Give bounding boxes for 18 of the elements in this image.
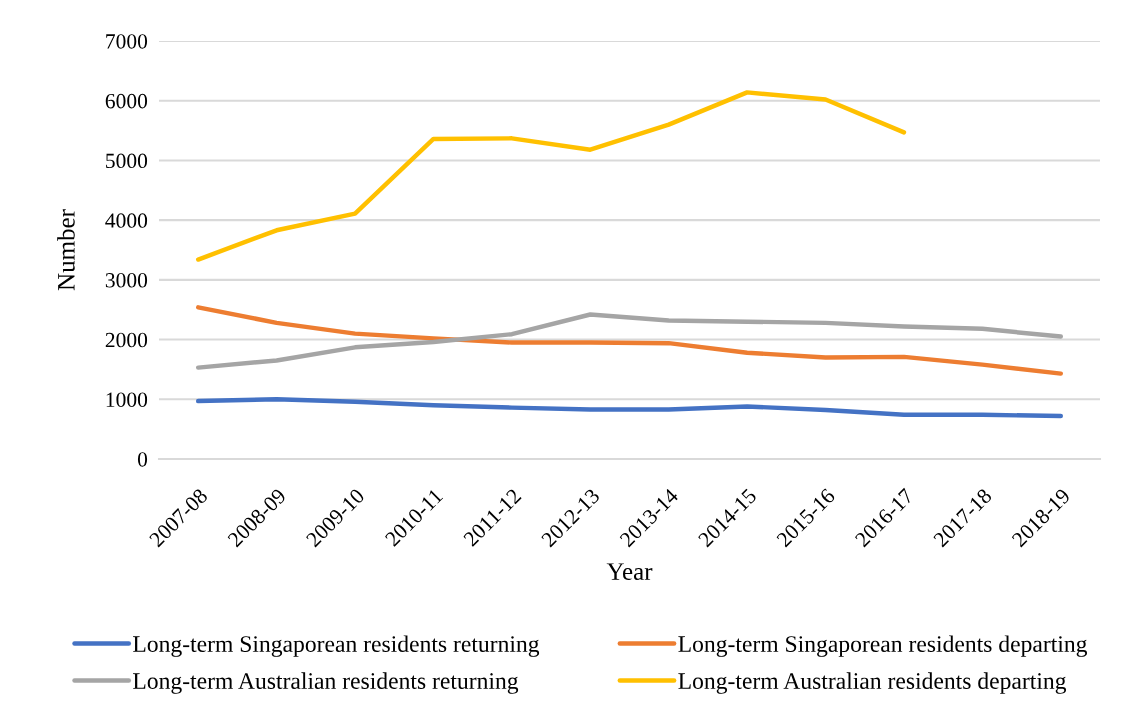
y-tick-label: 0 [137,452,148,467]
line-series [195,312,1064,370]
legend-label: Long-term Australian residents departing [678,672,1067,694]
y-tick-label: 3000 [105,273,148,288]
legend-label: Long-term Singaporean residents returning [133,635,540,657]
legend-label: Long-term Australian residents returning [133,672,519,694]
line-series [195,397,1064,419]
y-tick-label: 1000 [106,392,148,407]
legend-label: Long-term Singaporean residents departing [678,635,1088,657]
y-tick-label: 4000 [105,213,148,228]
y-tick-label: 5000 [106,153,148,169]
line-series [195,90,907,262]
y-tick-label: 6000 [105,93,148,109]
line-series [195,305,1064,376]
y-tick-label: 7000 [106,34,148,49]
x-axis-title: Year [606,563,653,581]
y-tick-label: 2000 [105,332,148,348]
y-axis-title: Number [57,209,75,291]
